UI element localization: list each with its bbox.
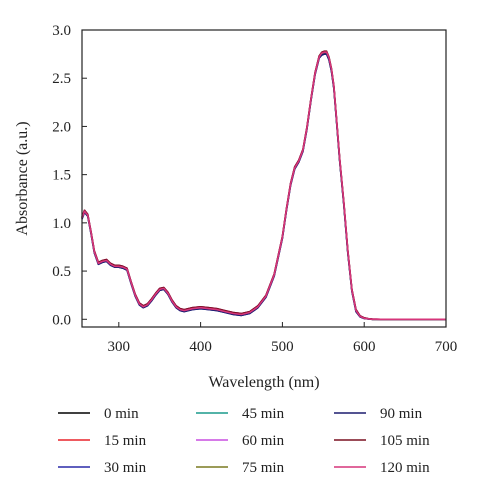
legend-label: 0 min xyxy=(104,406,139,422)
series-line-6 xyxy=(81,52,446,321)
series-line-1 xyxy=(81,52,446,321)
legend-label: 105 min xyxy=(380,433,430,449)
legend-label: 60 min xyxy=(242,433,285,449)
series-line-3 xyxy=(81,53,446,321)
y-tick-label: 1.0 xyxy=(52,216,71,232)
x-tick-label: 500 xyxy=(271,339,294,355)
series-layer xyxy=(81,50,446,321)
y-tick-label: 0.0 xyxy=(52,312,71,328)
y-tick-label: 0.5 xyxy=(52,264,71,280)
legend-label: 15 min xyxy=(104,433,147,449)
y-axis-title: Absorbance (a.u.) xyxy=(14,121,31,235)
x-tick-label: 400 xyxy=(189,339,212,355)
x-tick-label: 700 xyxy=(435,339,458,355)
series-line-7 xyxy=(81,53,446,321)
legend: 0 min 15 min 30 min 45 min 60 min 75 min 90 mi… xyxy=(58,406,430,476)
legend-label: 30 min xyxy=(104,460,147,476)
series-line-4 xyxy=(81,52,446,321)
y-tick-label: 3.0 xyxy=(52,23,71,39)
x-axis-title: Wavelength (nm) xyxy=(208,374,319,391)
y-tick-label: 1.5 xyxy=(52,168,71,184)
legend-label: 90 min xyxy=(380,406,423,422)
legend-label: 120 min xyxy=(380,460,430,476)
legend-label: 75 min xyxy=(242,460,285,476)
legend-label: 45 min xyxy=(242,406,285,422)
series-line-9 xyxy=(81,51,446,321)
x-tick-label: 600 xyxy=(353,339,376,355)
plot-frame xyxy=(81,29,447,328)
series-line-5 xyxy=(81,51,446,321)
x-tick-label: 300 xyxy=(108,339,131,355)
series-line-8 xyxy=(81,50,446,321)
tick-layer: 300 400 500 600 700 0.0 0.5 1.0 1.5 2.0 2.5 3.0 xyxy=(52,23,457,355)
y-tick-label: 2.5 xyxy=(52,71,71,87)
series-line-2 xyxy=(81,51,446,321)
y-tick-label: 2.0 xyxy=(52,119,71,135)
